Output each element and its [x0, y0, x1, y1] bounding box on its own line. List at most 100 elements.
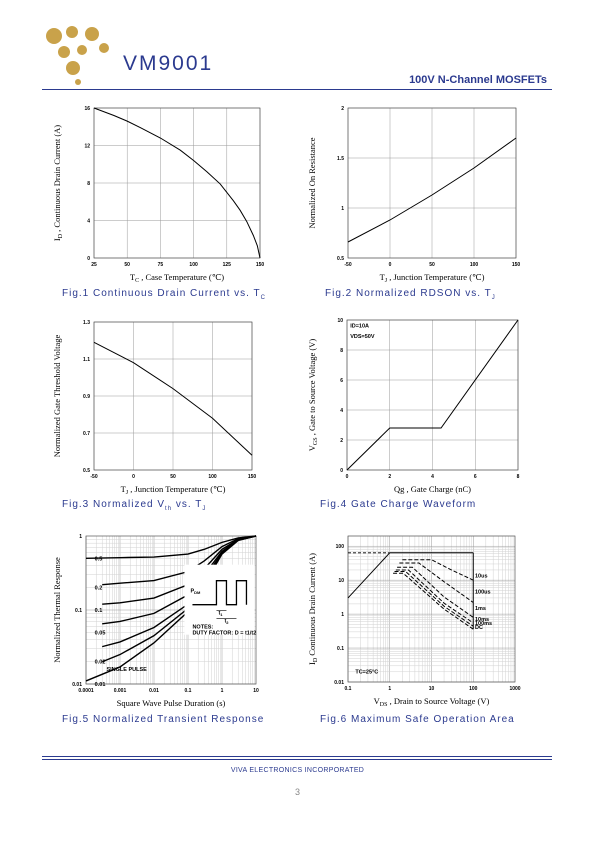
y-tick-label: 8	[340, 348, 343, 354]
x-axis-label: Square Wave Pulse Duration (s)	[117, 698, 226, 708]
limit-label: 10ms	[475, 617, 489, 623]
brand-name: VM9001	[123, 52, 214, 75]
footer-divider	[42, 756, 552, 757]
y-tick-label: 1	[341, 206, 344, 212]
tc-annotation: TC=25°C	[355, 669, 378, 675]
y-tick-label: 0.5	[83, 468, 90, 474]
fig2-frame	[347, 107, 517, 259]
annotation-box: ID=10A VDS=50V	[350, 324, 375, 341]
annotation-id: ID=10A	[350, 324, 369, 330]
fig2-grid	[347, 107, 517, 259]
x-tick-label: 1	[221, 688, 224, 694]
y-tick-label: 2	[341, 106, 344, 112]
caption-fig5: Fig.5 Normalized Transient Response	[62, 714, 265, 725]
y-tick-label: 8	[87, 181, 90, 187]
y-tick-label: 6	[340, 378, 343, 384]
series-line-dc	[393, 572, 474, 630]
x-tick-label: 100	[469, 686, 478, 692]
y-tick-label: 0.5	[337, 256, 344, 262]
y-tick-label: 0.01	[334, 680, 344, 686]
x-tick-label: 1000	[509, 686, 520, 692]
footer-divider-thin	[42, 759, 552, 760]
x-tick-label: 0.001	[114, 688, 127, 694]
y-axis-label: Normalized Thermal Response	[52, 557, 62, 663]
x-tick-label: 0.0001	[78, 688, 94, 694]
x-tick-label: 100	[208, 474, 217, 480]
x-axis-label: Qg , Gate Charge (nC)	[394, 484, 471, 494]
x-tick-label: 0.01	[149, 688, 159, 694]
y-tick-label: 1	[79, 534, 82, 540]
x-tick-label: 150	[248, 474, 257, 480]
duty-label: 0.02	[95, 660, 106, 666]
fig1-svg: 25 50 75 100 125 150 0 4 8 12 16 TC , Case Temperat…	[52, 106, 265, 284]
y-tick-label: 0	[340, 468, 343, 474]
series-line-1ms	[397, 566, 474, 618]
series-line-10ms	[395, 569, 474, 624]
header-divider	[42, 89, 552, 90]
x-tick-label: 150	[256, 262, 265, 268]
duty-label: 0.05	[95, 630, 106, 636]
y-tick-label: 0.1	[337, 646, 344, 652]
fig3-frame	[93, 321, 253, 471]
fig5-svg: 0.0001 0.001 0.01 0.1 1 10 0.01 0.1 1 Square Wave…	[52, 534, 259, 708]
limit-label: 1ms	[475, 606, 486, 612]
chart-fig4: 0 2 4 6 8 0 2 4 6 8 10 Qg , Gate Charge (nC) VGS , G…	[305, 313, 535, 503]
x-tick-label: 50	[170, 474, 176, 480]
series-line-0	[347, 137, 517, 243]
y-tick-label: 12	[84, 144, 90, 150]
fig1-grid	[93, 107, 261, 259]
x-tick-label: 50	[429, 262, 435, 268]
y-tick-label: 0	[87, 256, 90, 262]
fig6-grid	[347, 535, 515, 683]
limit-label: 100ms	[475, 621, 492, 627]
chart-fig6: 0.1 1 10 100 1000 0.01 0.1 1 10 100 VDS , Drain to…	[305, 528, 535, 718]
y-axis-label: ID , Continuous Drain Current (A)	[52, 125, 64, 241]
caption-fig3: Fig.3 Normalized Vth vs. TJ	[62, 499, 207, 512]
page-number: 3	[294, 787, 300, 797]
series-line-100ms	[394, 571, 474, 627]
y-axis-label: Normalized Gate Threshold Voltage	[52, 335, 62, 458]
x-tick-label: -50	[344, 262, 351, 268]
fig1-frame	[93, 107, 261, 259]
y-tick-label: 1	[341, 612, 344, 618]
y-tick-label: 2	[340, 438, 343, 444]
y-tick-label: 4	[87, 219, 90, 225]
x-axis-label: TJ , Junction Temperature (℃)	[121, 484, 226, 496]
x-tick-label: 1	[388, 686, 391, 692]
x-tick-label: 25	[91, 262, 97, 268]
y-tick-label: 10	[337, 318, 343, 324]
x-tick-label: -50	[90, 474, 97, 480]
inset-bg	[184, 564, 255, 635]
duty-label: 0.2	[95, 586, 103, 592]
t2-label: t2	[224, 619, 229, 626]
x-tick-label: 8	[517, 474, 520, 480]
fig5-frame	[85, 535, 257, 685]
x-tick-label: 0	[132, 474, 135, 480]
y-tick-label: 1.1	[83, 357, 90, 363]
caption-fig1: Fig.1 Continuous Drain Current vs. TC	[62, 288, 267, 301]
x-tick-label: 50	[124, 262, 130, 268]
y-tick-label: 0.1	[75, 608, 82, 614]
fig4-svg: 0 2 4 6 8 0 2 4 6 8 10 Qg , Gate Charge (nC) VGS , G…	[307, 318, 520, 494]
x-tick-label: 150	[512, 262, 521, 268]
pdm-label: PDM	[190, 589, 201, 596]
series-line-0	[93, 341, 253, 456]
caption-fig6: Fig.6 Maximum Safe Operation Area	[320, 714, 515, 725]
series-line-100us	[399, 562, 474, 603]
x-tick-label: 100	[470, 262, 479, 268]
caption-fig4: Fig.4 Gate Charge Waveform	[320, 499, 477, 510]
y-axis-label: VGS , Gate to Source Voltage (V)	[307, 339, 319, 452]
x-tick-label: 100	[189, 262, 198, 268]
x-tick-label: 0.1	[345, 686, 352, 692]
y-tick-label: 0.7	[83, 431, 90, 437]
fig4-frame	[346, 319, 519, 471]
y-tick-label: 10	[338, 578, 344, 584]
fig4-grid	[346, 319, 519, 471]
x-axis-label: VDS , Drain to Source Voltage (V)	[374, 696, 490, 708]
x-axis-label: TC , Case Temperature (℃)	[130, 272, 224, 284]
x-tick-label: 0	[346, 474, 349, 480]
y-axis-label: Normalized On Resistance	[307, 137, 317, 228]
notes-label: NOTES:	[192, 625, 213, 631]
